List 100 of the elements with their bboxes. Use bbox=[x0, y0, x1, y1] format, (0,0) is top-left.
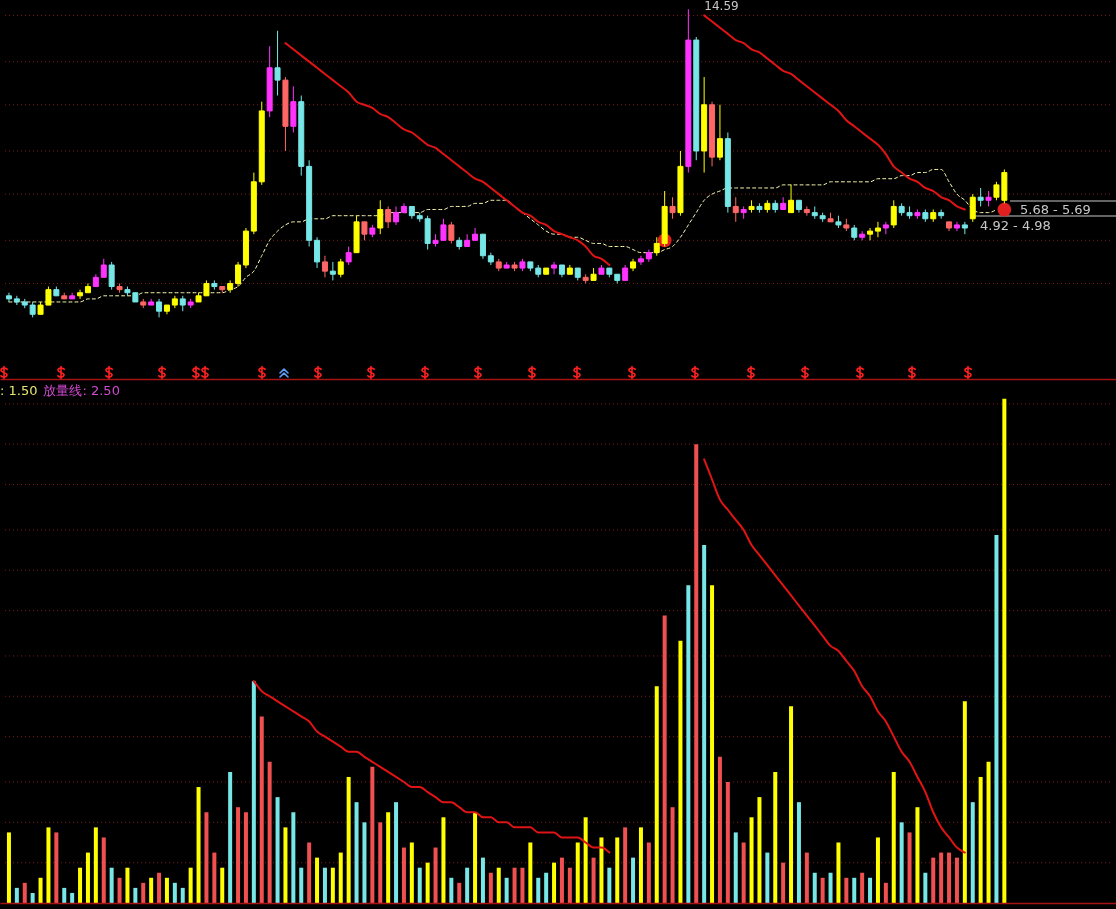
bar bbox=[125, 867, 130, 903]
bar bbox=[38, 877, 43, 903]
bar bbox=[149, 877, 154, 903]
bar bbox=[623, 827, 628, 903]
bar bbox=[330, 867, 335, 903]
bar bbox=[804, 852, 809, 903]
bar bbox=[978, 776, 983, 903]
bar bbox=[259, 716, 264, 903]
bar bbox=[638, 827, 643, 903]
bar bbox=[559, 857, 564, 903]
bar bbox=[891, 771, 896, 903]
bar bbox=[970, 802, 975, 903]
bar bbox=[939, 852, 944, 903]
bar bbox=[1002, 398, 1007, 903]
bar bbox=[157, 872, 162, 903]
candlestick bbox=[108, 261, 115, 291]
bar bbox=[338, 852, 343, 903]
bar bbox=[528, 842, 533, 903]
bar bbox=[315, 857, 320, 903]
bar bbox=[670, 807, 675, 903]
candlestick bbox=[345, 246, 352, 266]
bar bbox=[875, 837, 880, 903]
bar bbox=[93, 827, 98, 903]
bar bbox=[394, 802, 399, 903]
bar bbox=[994, 534, 999, 903]
bar bbox=[449, 877, 454, 903]
bar bbox=[599, 837, 604, 903]
bar bbox=[109, 867, 114, 903]
bar bbox=[386, 812, 391, 903]
bar bbox=[852, 877, 857, 903]
bar bbox=[915, 807, 920, 903]
candlestick bbox=[448, 221, 455, 244]
bar bbox=[812, 872, 817, 903]
bar bbox=[117, 877, 122, 903]
bar bbox=[820, 877, 825, 903]
bar bbox=[702, 545, 707, 903]
candlestick bbox=[321, 255, 328, 278]
bar bbox=[796, 802, 801, 903]
bar bbox=[362, 822, 367, 903]
candlestick bbox=[393, 205, 400, 226]
bar bbox=[836, 842, 841, 903]
bar bbox=[631, 857, 636, 903]
bar bbox=[567, 867, 572, 903]
candlestick bbox=[890, 199, 897, 229]
candlestick bbox=[732, 196, 739, 223]
bar bbox=[70, 892, 75, 903]
candlestick bbox=[337, 258, 344, 278]
bar bbox=[678, 640, 683, 903]
bar bbox=[773, 771, 778, 903]
annotation: 14.59 bbox=[704, 0, 739, 14]
bar bbox=[844, 877, 849, 903]
bar bbox=[480, 857, 485, 903]
bar bbox=[354, 802, 359, 903]
bar bbox=[133, 887, 138, 903]
bar bbox=[441, 817, 446, 903]
bar bbox=[868, 877, 873, 903]
candlestick bbox=[479, 233, 486, 260]
candlestick bbox=[385, 205, 392, 229]
bar bbox=[947, 852, 952, 903]
candlestick bbox=[669, 196, 676, 220]
bar bbox=[417, 867, 422, 903]
bar bbox=[251, 681, 256, 903]
candlestick bbox=[274, 30, 281, 97]
candlestick bbox=[100, 258, 107, 278]
bar bbox=[101, 837, 106, 903]
bar bbox=[923, 872, 928, 903]
bar bbox=[22, 882, 27, 903]
candlestick bbox=[377, 199, 384, 235]
bar bbox=[496, 867, 501, 903]
bar bbox=[267, 761, 272, 903]
bar bbox=[504, 877, 509, 903]
candlestick bbox=[977, 187, 984, 207]
text: : 1.50 bbox=[0, 383, 38, 398]
candlestick bbox=[235, 261, 242, 288]
bar bbox=[765, 852, 770, 903]
candlestick bbox=[874, 221, 881, 238]
bar bbox=[85, 852, 90, 903]
bar bbox=[307, 842, 312, 903]
bar bbox=[473, 812, 478, 903]
bar bbox=[141, 882, 146, 903]
bar bbox=[986, 761, 991, 903]
bar bbox=[78, 867, 83, 903]
bar bbox=[30, 892, 35, 903]
bar bbox=[725, 782, 730, 903]
bar bbox=[188, 867, 193, 903]
bar bbox=[370, 766, 375, 903]
bar bbox=[433, 847, 438, 903]
bar bbox=[828, 872, 833, 903]
bar bbox=[425, 862, 430, 903]
bar bbox=[196, 787, 201, 903]
bar bbox=[789, 706, 794, 903]
candlestick bbox=[969, 193, 976, 223]
bar bbox=[520, 867, 525, 903]
bar bbox=[544, 872, 549, 903]
bar bbox=[457, 882, 462, 903]
bar bbox=[583, 817, 588, 903]
bar bbox=[717, 756, 722, 903]
bar bbox=[46, 827, 51, 903]
bar bbox=[552, 862, 557, 903]
bar bbox=[164, 877, 169, 903]
